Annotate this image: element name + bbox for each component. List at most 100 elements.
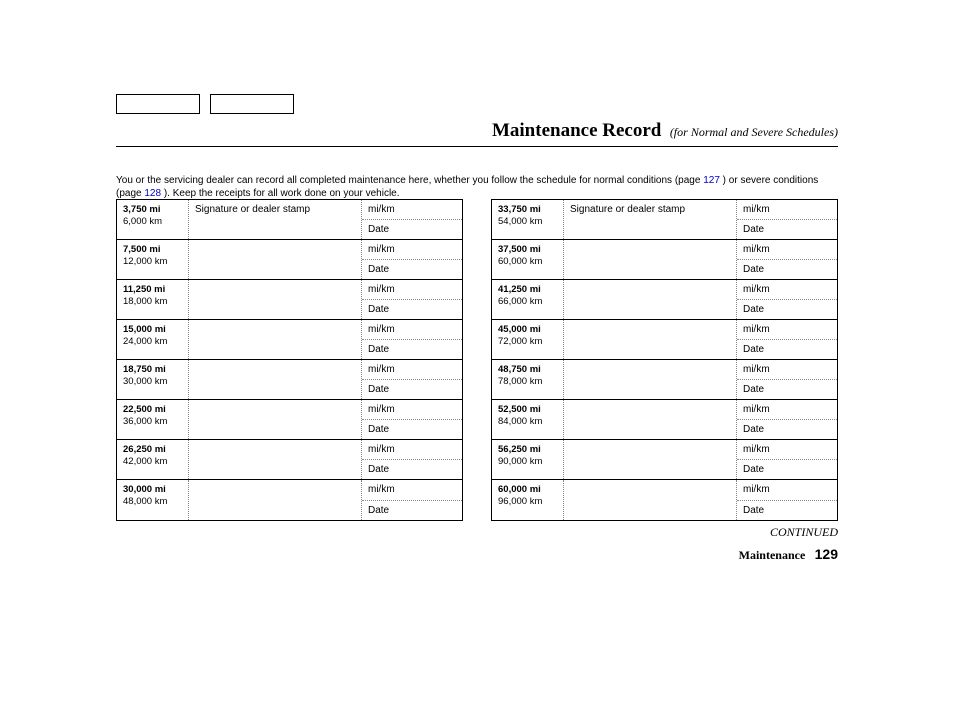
mikm-label: mi/km bbox=[362, 440, 462, 460]
signature-cell bbox=[189, 240, 362, 279]
mileage-cell: 56,250 mi90,000 km bbox=[492, 440, 564, 479]
mileage-mi: 52,500 mi bbox=[498, 404, 557, 416]
date-label: Date bbox=[737, 300, 837, 319]
mileage-cell: 15,000 mi24,000 km bbox=[117, 320, 189, 359]
mileage-mi: 30,000 mi bbox=[123, 484, 182, 496]
continued-label: CONTINUED bbox=[739, 525, 838, 540]
page-link-128[interactable]: 128 bbox=[144, 188, 161, 199]
mikm-label: mi/km bbox=[362, 240, 462, 260]
signature-cell: Signature or dealer stamp bbox=[189, 200, 362, 239]
record-row: 7,500 mi12,000 kmmi/kmDate bbox=[117, 240, 462, 280]
signature-cell bbox=[564, 240, 737, 279]
mileage-mi: 37,500 mi bbox=[498, 244, 557, 256]
mileage-cell: 26,250 mi42,000 km bbox=[117, 440, 189, 479]
date-label: Date bbox=[737, 501, 837, 521]
mileage-mi: 3,750 mi bbox=[123, 204, 182, 216]
record-row: 37,500 mi60,000 km mi/kmDate bbox=[492, 240, 837, 280]
intro-text: You or the servicing dealer can record a… bbox=[116, 174, 838, 200]
mileage-mi: 48,750 mi bbox=[498, 364, 557, 376]
record-row: 11,250 mi18,000 km mi/kmDate bbox=[117, 280, 462, 320]
mileage-km: 12,000 km bbox=[123, 256, 182, 268]
mileage-mi: 11,250 mi bbox=[123, 284, 182, 296]
mileage-cell: 52,500 mi84,000 km bbox=[492, 400, 564, 439]
mikm-label: mi/km bbox=[362, 480, 462, 501]
page-link-127[interactable]: 127 bbox=[703, 175, 720, 186]
date-label: Date bbox=[362, 460, 462, 479]
mileage-cell: 22,500 mi36,000 km bbox=[117, 400, 189, 439]
mileage-mi: 56,250 mi bbox=[498, 444, 557, 456]
nav-box-2[interactable] bbox=[210, 94, 294, 114]
mileage-cell: 33,750 mi54,000 km bbox=[492, 200, 564, 239]
date-label: Date bbox=[737, 220, 837, 239]
page-subtitle: (for Normal and Severe Schedules) bbox=[670, 125, 838, 139]
mileage-cell: 41,250 mi66,000 km bbox=[492, 280, 564, 319]
mikm-label: mi/km bbox=[737, 440, 837, 460]
signature-cell bbox=[564, 360, 737, 399]
record-row: 30,000 mi48,000 km mi/kmDate bbox=[117, 480, 462, 520]
signature-cell bbox=[189, 440, 362, 479]
mileage-km: 60,000 km bbox=[498, 256, 557, 268]
date-label: Date bbox=[362, 340, 462, 359]
mileage-cell: 45,000 mi72,000 km bbox=[492, 320, 564, 359]
mikm-date-cell: mi/kmDate bbox=[362, 320, 462, 359]
mileage-km: 78,000 km bbox=[498, 376, 557, 388]
mileage-mi: 45,000 mi bbox=[498, 324, 557, 336]
record-row: 15,000 mi24,000 km mi/kmDate bbox=[117, 320, 462, 360]
signature-cell bbox=[564, 480, 737, 520]
record-tables: 3,750 mi6,000 kmSignature or dealer stam… bbox=[116, 199, 838, 521]
record-table-left: 3,750 mi6,000 kmSignature or dealer stam… bbox=[116, 199, 463, 521]
mileage-km: 24,000 km bbox=[123, 336, 182, 348]
date-label: Date bbox=[737, 420, 837, 439]
intro-part3: ). Keep the receipts for all work done o… bbox=[161, 188, 399, 199]
date-label: Date bbox=[362, 260, 462, 279]
mikm-label: mi/km bbox=[362, 200, 462, 220]
signature-cell bbox=[189, 480, 362, 520]
mileage-cell: 48,750 mi78,000 km bbox=[492, 360, 564, 399]
signature-cell bbox=[189, 320, 362, 359]
signature-cell: Signature or dealer stamp bbox=[564, 200, 737, 239]
mileage-cell: 3,750 mi6,000 km bbox=[117, 200, 189, 239]
date-label: Date bbox=[362, 501, 462, 521]
mikm-date-cell: mi/kmDate bbox=[362, 200, 462, 239]
mikm-date-cell: mi/kmDate bbox=[737, 440, 837, 479]
mikm-label: mi/km bbox=[737, 480, 837, 501]
mikm-date-cell: mi/kmDate bbox=[737, 480, 837, 520]
mileage-cell: 60,000 mi96,000 km bbox=[492, 480, 564, 520]
page-title: Maintenance Record bbox=[492, 120, 661, 141]
signature-cell bbox=[189, 360, 362, 399]
section-label: Maintenance bbox=[739, 548, 806, 562]
mileage-mi: 60,000 mi bbox=[498, 484, 557, 496]
mikm-label: mi/km bbox=[362, 280, 462, 300]
mikm-label: mi/km bbox=[362, 400, 462, 420]
mileage-cell: 30,000 mi48,000 km bbox=[117, 480, 189, 520]
mileage-cell: 11,250 mi18,000 km bbox=[117, 280, 189, 319]
page-header: Maintenance Record (for Normal and Sever… bbox=[116, 120, 838, 147]
date-label: Date bbox=[737, 340, 837, 359]
mileage-km: 18,000 km bbox=[123, 296, 182, 308]
record-row: 22,500 mi36,000 kmmi/kmDate bbox=[117, 400, 462, 440]
mikm-label: mi/km bbox=[362, 320, 462, 340]
mileage-mi: 15,000 mi bbox=[123, 324, 182, 336]
mileage-mi: 41,250 mi bbox=[498, 284, 557, 296]
signature-cell bbox=[564, 320, 737, 359]
mikm-label: mi/km bbox=[737, 320, 837, 340]
nav-box-1[interactable] bbox=[116, 94, 200, 114]
mikm-date-cell: mi/kmDate bbox=[737, 400, 837, 439]
record-row: 26,250 mi42,000 km mi/kmDate bbox=[117, 440, 462, 480]
mikm-date-cell: mi/kmDate bbox=[362, 440, 462, 479]
signature-cell bbox=[189, 400, 362, 439]
mikm-label: mi/km bbox=[737, 200, 837, 220]
mikm-date-cell: mi/kmDate bbox=[737, 240, 837, 279]
top-nav-boxes bbox=[116, 94, 294, 114]
mikm-label: mi/km bbox=[737, 240, 837, 260]
mileage-km: 96,000 km bbox=[498, 496, 557, 508]
mileage-km: 54,000 km bbox=[498, 216, 557, 228]
date-label: Date bbox=[362, 220, 462, 239]
record-row: 56,250 mi90,000 km mi/kmDate bbox=[492, 440, 837, 480]
mileage-mi: 22,500 mi bbox=[123, 404, 182, 416]
mileage-mi: 26,250 mi bbox=[123, 444, 182, 456]
record-row: 18,750 mi30,000 kmmi/kmDate bbox=[117, 360, 462, 400]
mileage-km: 48,000 km bbox=[123, 496, 182, 508]
mikm-date-cell: mi/kmDate bbox=[362, 240, 462, 279]
mikm-date-cell: mi/kmDate bbox=[362, 280, 462, 319]
